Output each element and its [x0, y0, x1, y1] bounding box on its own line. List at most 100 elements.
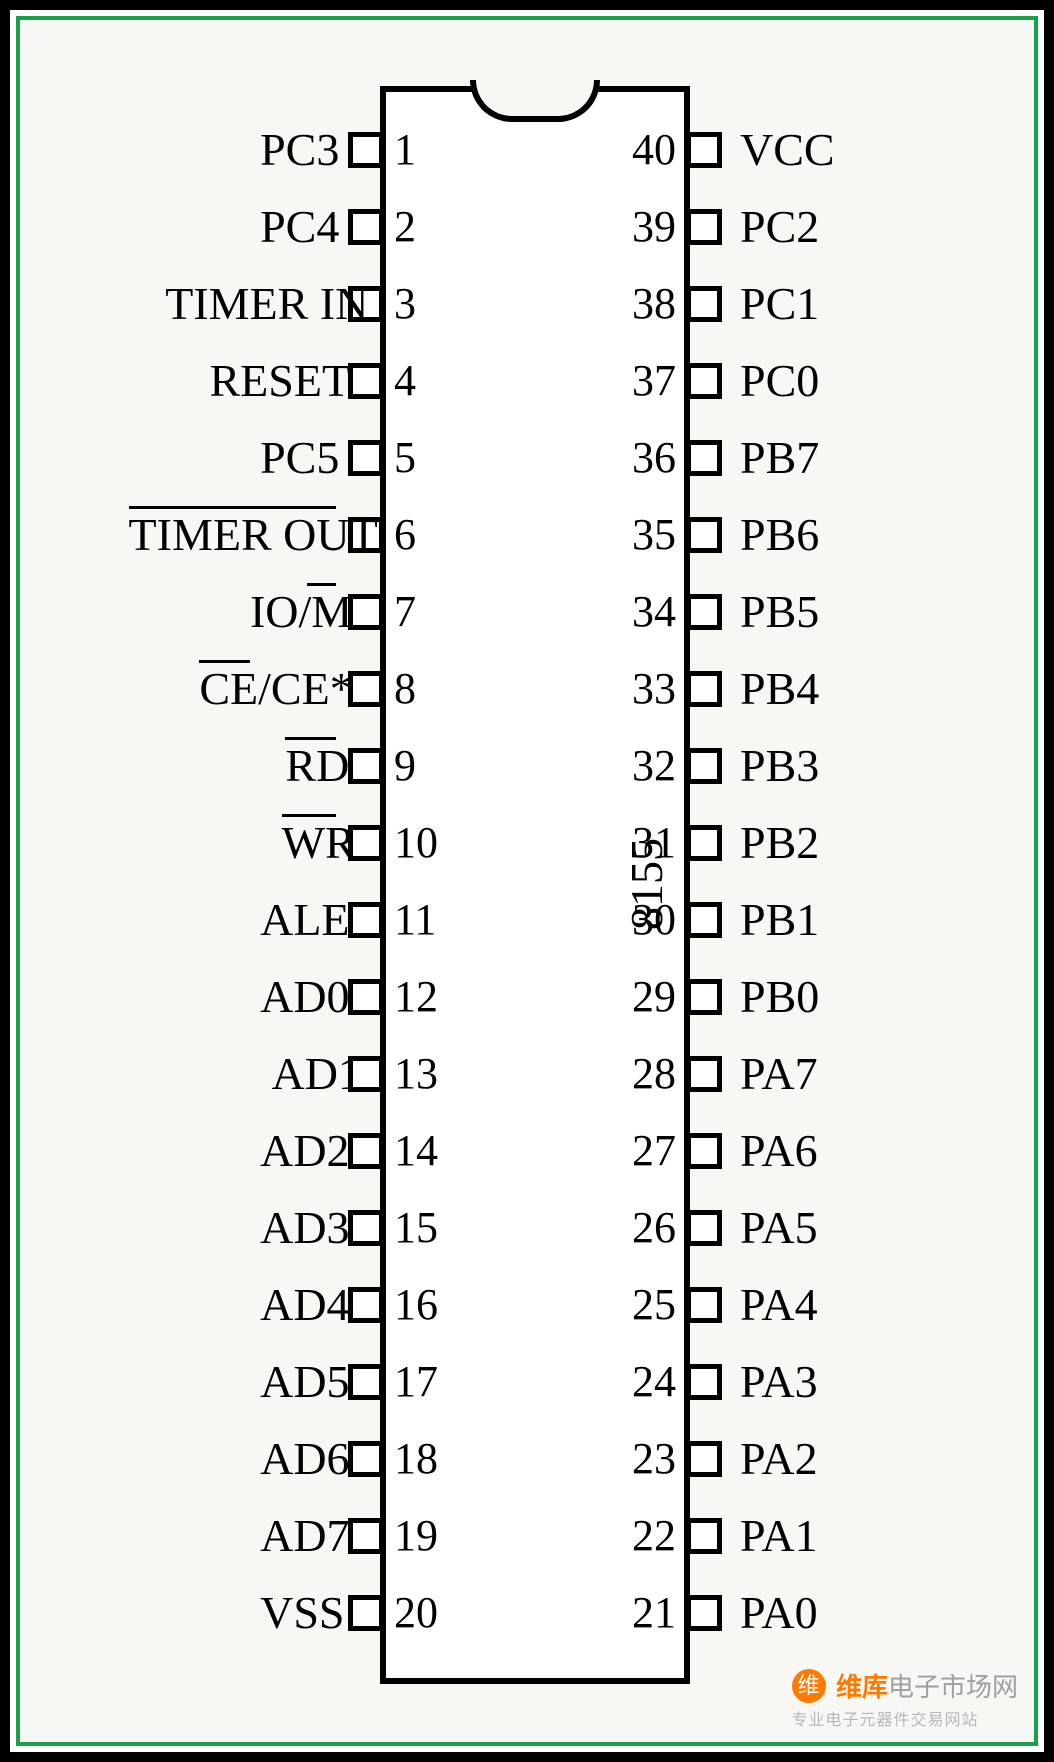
pin-28-label: PA7: [740, 1047, 818, 1100]
pin-16-connector: [348, 1287, 384, 1323]
pin-22-label: PA1: [740, 1509, 818, 1562]
pin-8-label: CE/CE*: [199, 662, 352, 715]
pin-37-number: 37: [612, 355, 676, 406]
pin-27-number: 27: [612, 1125, 676, 1176]
pin-32-connector: [686, 748, 722, 784]
pin-12-label: AD0: [260, 970, 349, 1023]
pin-17-label: AD5: [260, 1355, 349, 1408]
pin-13-label: AD1: [271, 1047, 360, 1100]
pin-24-number: 24: [612, 1356, 676, 1407]
pin-8-number: 8: [394, 663, 416, 714]
pin-7-number: 7: [394, 586, 416, 637]
pin-16-number: 16: [394, 1279, 438, 1330]
pin-39-number: 39: [612, 201, 676, 252]
pin-10-number: 10: [394, 817, 438, 868]
pin-28-connector: [686, 1056, 722, 1092]
watermark: 维 维库电子市场网 专业电子元器件交易网站: [792, 1667, 1018, 1730]
pin-32-number: 32: [612, 740, 676, 791]
pin-30-number: 30: [612, 894, 676, 945]
pin-9-overline: [285, 737, 336, 740]
pin-17-number: 17: [394, 1356, 438, 1407]
pin-19-connector: [348, 1518, 384, 1554]
pin-21-number: 21: [612, 1587, 676, 1638]
pin-2-label: PC4: [260, 200, 339, 253]
inner-frame: 维 维库电子市场网 专业电子元器件交易网站 8 15 5 1 PC3 2 PC4 3 TIMER…: [16, 16, 1038, 1746]
pin-8-overline: [199, 660, 250, 663]
pin-11-label: ALE: [260, 893, 349, 946]
pin-32-label: PB3: [740, 739, 819, 792]
pin-23-connector: [686, 1441, 722, 1477]
pin-8-connector: [348, 671, 384, 707]
pin-20-number: 20: [394, 1587, 438, 1638]
pin-10-label: WR: [282, 816, 356, 869]
pin-37-connector: [686, 363, 722, 399]
pin-40-label: VCC: [740, 123, 835, 176]
pin-9-label: RD: [285, 739, 349, 792]
pin-24-label: PA3: [740, 1355, 818, 1408]
pin-15-label: AD3: [260, 1201, 349, 1254]
pin-7-overline: [307, 583, 336, 586]
pin-35-connector: [686, 517, 722, 553]
pin-34-label: PB5: [740, 585, 819, 638]
pin-37-label: PC0: [740, 354, 819, 407]
pin-14-number: 14: [394, 1125, 438, 1176]
outer-frame: 维 维库电子市场网 专业电子元器件交易网站 8 15 5 1 PC3 2 PC4 3 TIMER…: [0, 0, 1054, 1762]
pin-26-number: 26: [612, 1202, 676, 1253]
pin-10-overline: [282, 814, 336, 817]
pin-6-overline: [129, 506, 336, 509]
pin-18-connector: [348, 1441, 384, 1477]
pin-36-number: 36: [612, 432, 676, 483]
pin-40-connector: [686, 132, 722, 168]
watermark-logo-icon: 维: [792, 1669, 826, 1703]
pin-6-label: TIMER OUT: [129, 508, 378, 561]
pin-4-label: RESET: [210, 354, 351, 407]
pin-33-connector: [686, 671, 722, 707]
pin-36-connector: [686, 440, 722, 476]
pin-3-number: 3: [394, 278, 416, 329]
pin-31-connector: [686, 825, 722, 861]
pin-29-connector: [686, 979, 722, 1015]
pin-7-connector: [348, 594, 384, 630]
pin-33-number: 33: [612, 663, 676, 714]
pin-7-label: IO/M: [250, 585, 352, 638]
pin-30-label: PB1: [740, 893, 819, 946]
pin-38-label: PC1: [740, 277, 819, 330]
pin-26-label: PA5: [740, 1201, 818, 1254]
pin-5-number: 5: [394, 432, 416, 483]
pin-18-number: 18: [394, 1433, 438, 1484]
pin-33-label: PB4: [740, 662, 819, 715]
pin-22-connector: [686, 1518, 722, 1554]
pin-19-label: AD7: [260, 1509, 349, 1562]
pin-39-connector: [686, 209, 722, 245]
pin-23-number: 23: [612, 1433, 676, 1484]
pin-3-label: TIMER IN: [165, 277, 368, 330]
pin-23-label: PA2: [740, 1432, 818, 1485]
pin-40-number: 40: [612, 124, 676, 175]
pin-34-connector: [686, 594, 722, 630]
pin-24-connector: [686, 1364, 722, 1400]
watermark-title-orange: 维库: [836, 1672, 888, 1702]
pin-1-label: PC3: [260, 123, 339, 176]
pin-25-connector: [686, 1287, 722, 1323]
pin-21-connector: [686, 1595, 722, 1631]
pin-11-number: 11: [394, 894, 436, 945]
pin-13-number: 13: [394, 1048, 438, 1099]
pin-18-label: AD6: [260, 1432, 349, 1485]
pin-35-number: 35: [612, 509, 676, 560]
watermark-title: 维库电子市场网: [836, 1667, 1018, 1704]
pin-27-label: PA6: [740, 1124, 818, 1177]
pin-5-label: PC5: [260, 431, 339, 484]
pin-15-number: 15: [394, 1202, 438, 1253]
pin-36-label: PB7: [740, 431, 819, 484]
pin-1-number: 1: [394, 124, 416, 175]
pin-12-number: 12: [394, 971, 438, 1022]
pin-38-connector: [686, 286, 722, 322]
watermark-subtitle: 专业电子元器件交易网站: [792, 1706, 1018, 1730]
pin-15-connector: [348, 1210, 384, 1246]
pin-11-connector: [348, 902, 384, 938]
pin-9-number: 9: [394, 740, 416, 791]
pin-26-connector: [686, 1210, 722, 1246]
pin-2-number: 2: [394, 201, 416, 252]
pin-5-connector: [348, 440, 384, 476]
pin-2-connector: [348, 209, 384, 245]
